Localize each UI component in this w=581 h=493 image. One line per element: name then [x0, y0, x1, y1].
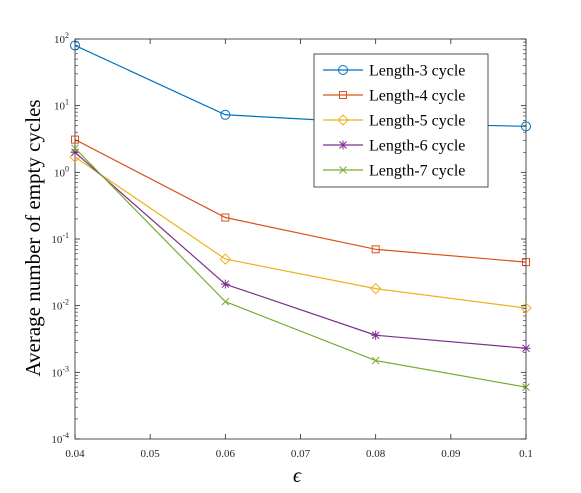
data-point [371, 330, 381, 340]
legend-entry: Length-7 cycle [323, 163, 465, 180]
legend-label: Length-5 cycle [369, 113, 465, 130]
y-axis-title: Average number of empty cycles [21, 99, 45, 376]
legend-swatch-marker [338, 65, 348, 75]
x-tick-label: 0.08 [366, 448, 386, 460]
series-4 [71, 135, 530, 267]
legend-swatch-marker [337, 114, 349, 126]
legend-swatch-marker [338, 140, 348, 150]
series-line [74, 151, 527, 349]
y-tick-label: 10-3 [51, 364, 69, 379]
legend-swatch-marker [339, 91, 347, 99]
data-point [369, 282, 382, 295]
legend-entry: Length-3 cycle [323, 63, 465, 80]
data-point [521, 343, 531, 353]
y-tick-label: 10-2 [51, 298, 69, 313]
y-tick-label: 101 [54, 98, 69, 113]
x-tick-label: 0.05 [141, 448, 161, 460]
data-point [371, 356, 380, 365]
data-point [220, 109, 231, 120]
y-tick-label: 10-4 [51, 431, 69, 446]
series-line [74, 139, 527, 263]
x-tick-label: 0.1 [519, 448, 533, 460]
x-tick-label: 0.07 [291, 448, 311, 460]
legend-entry: Length-4 cycle [323, 88, 465, 105]
legend-entry: Length-5 cycle [323, 113, 465, 130]
legend-label: Length-4 cycle [369, 88, 465, 105]
data-point [71, 135, 79, 144]
data-point [520, 302, 532, 314]
y-tick-label: 100 [54, 164, 69, 179]
y-tick-label: 102 [54, 31, 69, 46]
y-axis-ticks: 10-4 10-3 10-2 10-1 100 101 102 [51, 31, 526, 446]
data-point [219, 253, 232, 265]
data-point [71, 144, 79, 153]
data-point [371, 245, 380, 254]
x-tick-label: 0.04 [65, 448, 85, 460]
data-point [221, 297, 230, 306]
x-axis-title: ϵ [293, 465, 302, 487]
data-point [521, 121, 531, 132]
y-tick-label: 10-1 [51, 231, 69, 246]
legend-label: Length-6 cycle [369, 138, 465, 155]
data-point [221, 213, 230, 222]
legend-label: Length-3 cycle [369, 63, 465, 80]
series-line [74, 156, 527, 309]
data-point [220, 279, 230, 289]
legend-swatch-marker [339, 166, 347, 174]
x-axis-ticks: 0.04 0.05 0.06 0.07 0.08 0.09 0.1 [65, 39, 533, 460]
x-tick-label: 0.09 [441, 448, 461, 460]
series-7 [71, 144, 530, 391]
series-line [74, 147, 527, 388]
legend-label: Length-7 cycle [369, 163, 465, 180]
legend: Length-3 cycle Length-4 cycle Length-5 cyc… [313, 53, 489, 188]
x-tick-label: 0.06 [216, 448, 236, 460]
legend-entry: Length-6 cycle [323, 138, 465, 155]
